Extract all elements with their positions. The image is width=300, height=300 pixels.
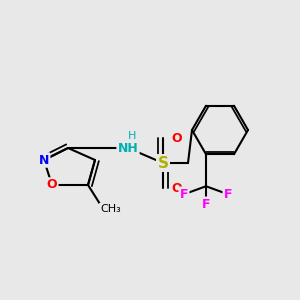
Text: F: F xyxy=(224,188,232,201)
Text: NH: NH xyxy=(118,142,138,154)
Text: F: F xyxy=(180,188,188,201)
Text: O: O xyxy=(47,178,57,191)
Text: N: N xyxy=(39,154,49,166)
Text: F: F xyxy=(202,198,210,211)
Text: CH₃: CH₃ xyxy=(100,204,121,214)
Text: O: O xyxy=(172,131,182,145)
Text: S: S xyxy=(158,155,169,170)
Text: O: O xyxy=(172,182,182,194)
Text: H: H xyxy=(128,131,136,141)
